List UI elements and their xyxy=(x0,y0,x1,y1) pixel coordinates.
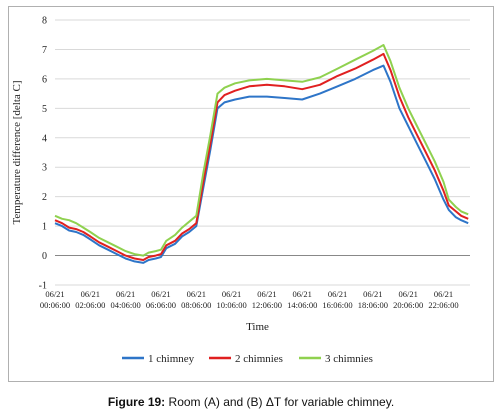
y-tick-label: 6 xyxy=(42,74,47,85)
x-tick-time: 20:06:00 xyxy=(393,300,423,310)
x-tick-time: 16:06:00 xyxy=(322,300,352,310)
x-tick-date: 06/21 xyxy=(45,289,64,299)
caption-text: Room (A) and (B) ΔT for variable chimney… xyxy=(165,395,395,409)
caption-label: Figure 19: xyxy=(107,395,166,409)
x-tick-labels: 06/2100:06:0006/2102:06:0006/2104:06:000… xyxy=(40,289,459,310)
y-tick-label: 2 xyxy=(42,192,47,203)
x-tick-date: 06/21 xyxy=(293,289,312,299)
y-tick-label: -1 xyxy=(39,281,47,292)
x-tick-time: 08:06:00 xyxy=(181,300,211,310)
legend: 1 chimney 2 chimnies 3 chimnies xyxy=(122,353,373,365)
x-tick-date: 06/21 xyxy=(399,289,418,299)
legend-label: 2 chimnies xyxy=(235,353,283,365)
x-tick-date: 06/21 xyxy=(116,289,135,299)
y-tick-label: 3 xyxy=(42,163,47,174)
x-tick-date: 06/21 xyxy=(151,289,170,299)
series-line-2 xyxy=(54,52,469,261)
series-line-1 xyxy=(54,64,469,264)
x-tick-date: 06/21 xyxy=(187,289,206,299)
y-axis-title: Temperature difference [delta C] xyxy=(11,80,23,224)
x-tick-time: 04:06:00 xyxy=(111,300,141,310)
y-tick-labels: -1 0 1 2 3 4 5 6 7 8 xyxy=(39,16,47,292)
x-tick-time: 14:06:00 xyxy=(287,300,317,310)
chart-frame xyxy=(8,6,494,382)
y-tick-label: 0 xyxy=(42,251,47,262)
legend-label: 1 chimney xyxy=(148,353,195,365)
gridlines xyxy=(55,19,470,286)
x-tick-time: 00:06:00 xyxy=(40,300,70,310)
x-tick-time: 10:06:00 xyxy=(216,300,246,310)
y-tick-label: 5 xyxy=(42,104,47,115)
y-tick-label: 1 xyxy=(42,222,47,233)
x-tick-time: 02:06:00 xyxy=(75,300,105,310)
x-tick-time: 12:06:00 xyxy=(252,300,282,310)
x-tick-date: 06/21 xyxy=(222,289,241,299)
x-tick-date: 06/21 xyxy=(434,289,453,299)
figure-caption: Figure 19: Room (A) and (B) ΔT for varia… xyxy=(0,395,502,409)
series-lines xyxy=(54,44,469,264)
x-tick-time: 18:06:00 xyxy=(358,300,388,310)
x-tick-date: 06/21 xyxy=(81,289,100,299)
y-tick-label: 4 xyxy=(42,133,47,144)
x-axis-title: Time xyxy=(246,321,269,333)
y-tick-label: 7 xyxy=(42,45,47,56)
x-tick-date: 06/21 xyxy=(363,289,382,299)
series-line-3 xyxy=(54,44,469,257)
x-tick-time: 22:06:00 xyxy=(428,300,458,310)
legend-label: 3 chimnies xyxy=(325,353,373,365)
x-tick-date: 06/21 xyxy=(257,289,276,299)
y-tick-label: 8 xyxy=(42,16,47,27)
x-tick-date: 06/21 xyxy=(328,289,347,299)
x-tick-time: 06:06:00 xyxy=(146,300,176,310)
